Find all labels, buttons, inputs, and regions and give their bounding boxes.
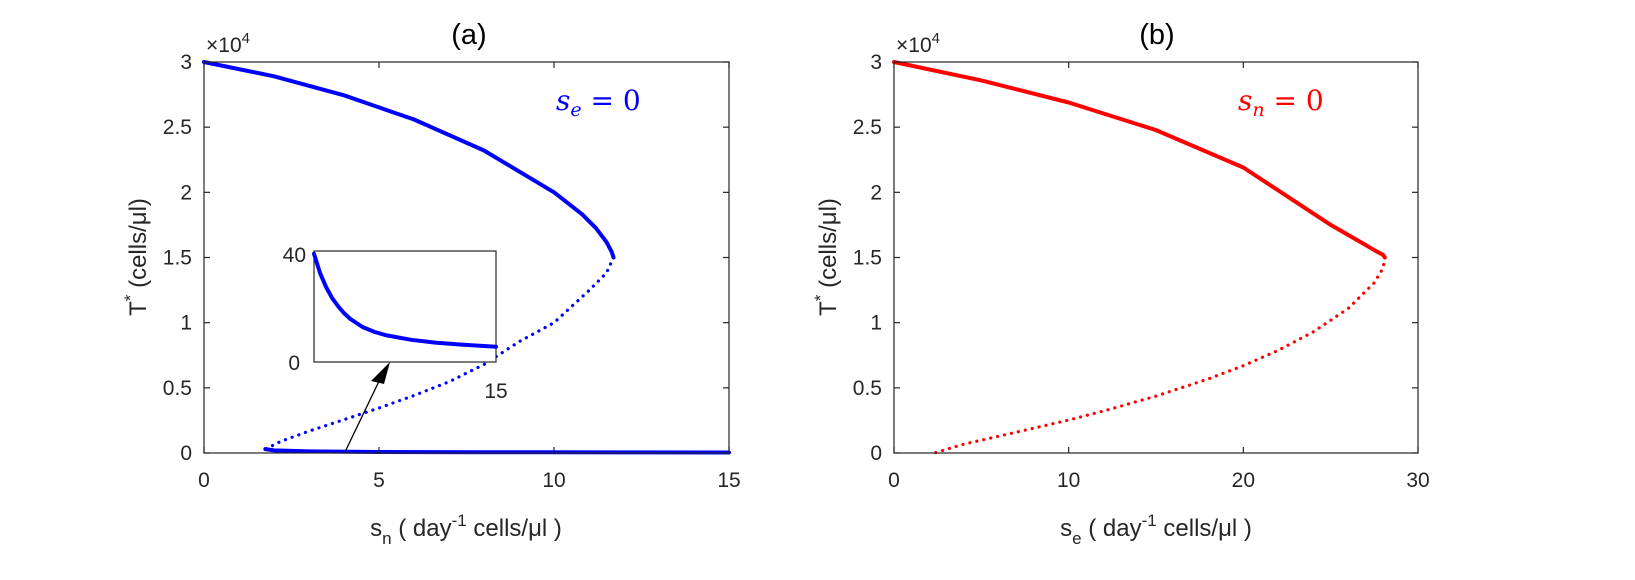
panel-b-exponent: ×104 [896,30,940,57]
panel-b-xtick-label: 0 [888,469,900,492]
panel-a-ytick-label: 2.5 [163,116,192,139]
panel-b-ytick-label: 0.5 [853,377,882,400]
panel-b-ytick-label: 0 [870,442,882,465]
panel-b-axes-box [893,61,1419,454]
panel-a-series-lower-stable-branch [263,447,731,455]
panel-a-exponent: ×104 [206,30,250,57]
panel-a-ytick-label: 0.5 [163,377,192,400]
panel-b-ytick-label: 1.5 [853,247,882,270]
panel-b-ytick-label: 1 [870,312,882,335]
panel-a-xtick-label: 15 [717,469,740,492]
panel-b-series-upper-stable-branch [892,60,1387,260]
panel-a-series-unstable-branch [263,255,616,451]
inset-xtick-right: 15 [484,380,507,403]
panel-b: (b) 0 10 20 30 0 0.5 1 1.5 2 2.5 3 ×104 sn = 0 se … [811,19,1430,548]
panel-a-xtick-label: 5 [373,469,385,492]
panel-b-ytick-label: 3 [870,51,882,74]
panel-b-series-unstable-branch [932,255,1387,455]
panel-b-ytick-label: 2.5 [853,116,882,139]
panel-a-title: (a) [451,19,486,51]
panel-b-annotation: sn = 0 [1238,84,1324,121]
inset-curve [312,251,498,349]
panel-a-ytick-label: 1 [180,312,192,335]
inset-series [312,251,498,349]
panel-b-xtick-label: 20 [1232,469,1255,492]
inset-arrow [344,362,390,453]
panel-b-xlabel: se ( day-1 cells/μl ) [1060,511,1252,548]
panel-a-xtick-label: 10 [542,469,565,492]
panel-b-ylabel: T* (cells/μl) [811,198,842,316]
panel-a-xtick-label: 0 [198,469,210,492]
panel-a-ylabel: T* (cells/μl) [121,198,152,316]
panel-a-ytick-label: 1.5 [163,247,192,270]
panel-a-ytick-label: 3 [180,51,192,74]
panel-a-xlabel: sn ( day-1 cells/μl ) [370,511,562,548]
panel-a-inset: 40 0 15 [283,244,508,403]
inset-ytick-bottom: 0 [288,352,300,375]
panel-a-ytick-label: 2 [180,181,192,204]
panel-a-ytick-label: 0 [180,442,192,465]
panel-b-title: (b) [1139,19,1174,51]
panel-b-xtick-label: 30 [1406,469,1429,492]
panel-b-series [892,60,1387,455]
panel-a-ticks: 0 5 10 15 0 0.5 1 1.5 2 2.5 3 [163,51,741,492]
inset-ytick-top: 40 [283,244,306,267]
panel-a-series-upper-stable-branch [202,60,616,260]
panel-b-xtick-label: 10 [1057,469,1080,492]
panel-a-annotation: se = 0 [556,84,641,121]
panel-b-ticks: 0 10 20 30 0 0.5 1 1.5 2 2.5 3 [853,51,1430,492]
panel-b-ytick-label: 2 [870,181,882,204]
panel-a-series [202,60,731,455]
panel-a: (a) 0 5 10 15 0 0.5 1 1.5 2 2.5 3 ×104 se = 0 sn (… [121,19,741,548]
